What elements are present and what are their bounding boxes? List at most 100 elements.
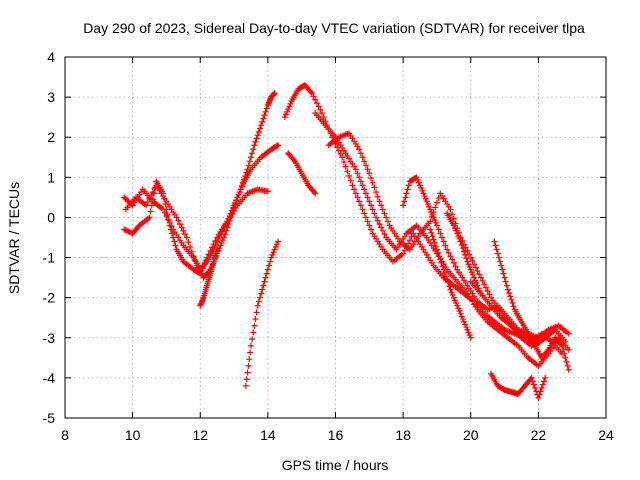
- data-point: [472, 277, 479, 284]
- data-point: [187, 243, 194, 250]
- data-point: [462, 321, 469, 328]
- data-point: [260, 115, 267, 122]
- data-point: [368, 175, 375, 182]
- data-point: [435, 249, 442, 256]
- x-tick-label: 10: [125, 427, 141, 443]
- data-point: [369, 179, 376, 186]
- data-point: [494, 250, 501, 257]
- data-point: [428, 209, 435, 216]
- x-tick-label: 20: [463, 427, 479, 443]
- data-point: [180, 227, 187, 234]
- data-point: [381, 231, 388, 238]
- data-point: [420, 190, 427, 197]
- data-point: [442, 273, 449, 280]
- data-point: [243, 376, 250, 383]
- x-tick-label: 12: [192, 427, 208, 443]
- data-point: [444, 276, 451, 283]
- data-point: [246, 158, 253, 165]
- data-point: [453, 300, 460, 307]
- data-point: [261, 112, 268, 119]
- data-point: [427, 206, 434, 213]
- data-point: [467, 254, 474, 261]
- data-point: [352, 166, 359, 173]
- series-track-6: [281, 82, 569, 349]
- data-point: [347, 177, 354, 184]
- data-point: [531, 384, 538, 391]
- data-point: [212, 237, 219, 244]
- data-point: [458, 313, 465, 320]
- data-point: [500, 270, 507, 277]
- data-point: [451, 297, 458, 304]
- data-point: [357, 202, 364, 209]
- data-point: [437, 256, 444, 263]
- data-point: [287, 100, 294, 107]
- data-point: [169, 230, 176, 237]
- data-point: [312, 190, 319, 197]
- data-point: [361, 186, 368, 193]
- data-point: [340, 158, 347, 165]
- data-point: [335, 147, 342, 154]
- data-point: [263, 270, 270, 277]
- data-point: [457, 238, 464, 245]
- y-tick-labels: -5 -4 -3 -2 -1 0 1 2 3 4: [43, 49, 56, 426]
- data-point: [438, 259, 445, 266]
- data-point: [366, 198, 373, 205]
- data-point: [144, 199, 151, 206]
- data-point: [559, 342, 566, 349]
- data-point: [498, 262, 505, 269]
- data-point: [446, 283, 453, 290]
- data-point: [254, 132, 261, 139]
- data-point: [506, 289, 513, 296]
- data-point: [235, 191, 242, 198]
- data-point: [458, 241, 465, 248]
- data-point: [354, 170, 361, 177]
- data-point: [262, 108, 269, 115]
- data-point: [308, 90, 315, 97]
- data-point: [167, 226, 174, 233]
- data-point: [374, 217, 381, 224]
- data-point: [486, 291, 493, 298]
- data-point: [143, 202, 150, 209]
- data-point: [466, 251, 473, 258]
- data-point: [262, 274, 269, 281]
- data-point: [220, 234, 227, 241]
- data-point: [218, 239, 225, 246]
- data-point: [307, 88, 314, 95]
- data-point: [565, 330, 572, 337]
- data-point: [245, 162, 252, 169]
- data-point: [238, 183, 245, 190]
- data-point: [247, 349, 254, 356]
- data-point: [484, 287, 491, 294]
- data-point: [249, 336, 256, 343]
- data-point: [269, 251, 276, 258]
- series-track-5: [242, 238, 282, 389]
- data-point: [557, 341, 564, 348]
- data-point: [455, 233, 462, 240]
- data-point: [182, 231, 189, 238]
- data-point: [453, 227, 460, 234]
- data-point: [423, 198, 430, 205]
- data-point: [535, 334, 542, 341]
- data-point: [266, 262, 273, 269]
- data-point: [445, 279, 452, 286]
- data-point: [433, 246, 440, 253]
- data-point: [200, 262, 207, 269]
- data-point: [452, 263, 459, 270]
- data-point: [364, 218, 371, 225]
- data-point: [311, 189, 318, 196]
- data-point: [439, 263, 446, 270]
- data-point: [404, 186, 411, 193]
- data-point: [482, 284, 489, 291]
- data-point: [497, 258, 504, 265]
- data-point: [148, 202, 155, 209]
- data-point: [271, 246, 278, 253]
- data-point: [362, 214, 369, 221]
- y-tick-label: -5: [43, 410, 56, 426]
- data-point: [440, 266, 447, 273]
- data-point: [437, 230, 444, 237]
- data-point: [313, 100, 320, 107]
- data-point: [188, 248, 195, 255]
- data-point: [417, 182, 424, 189]
- data-point: [240, 181, 247, 188]
- x-tick-label: 14: [260, 427, 276, 443]
